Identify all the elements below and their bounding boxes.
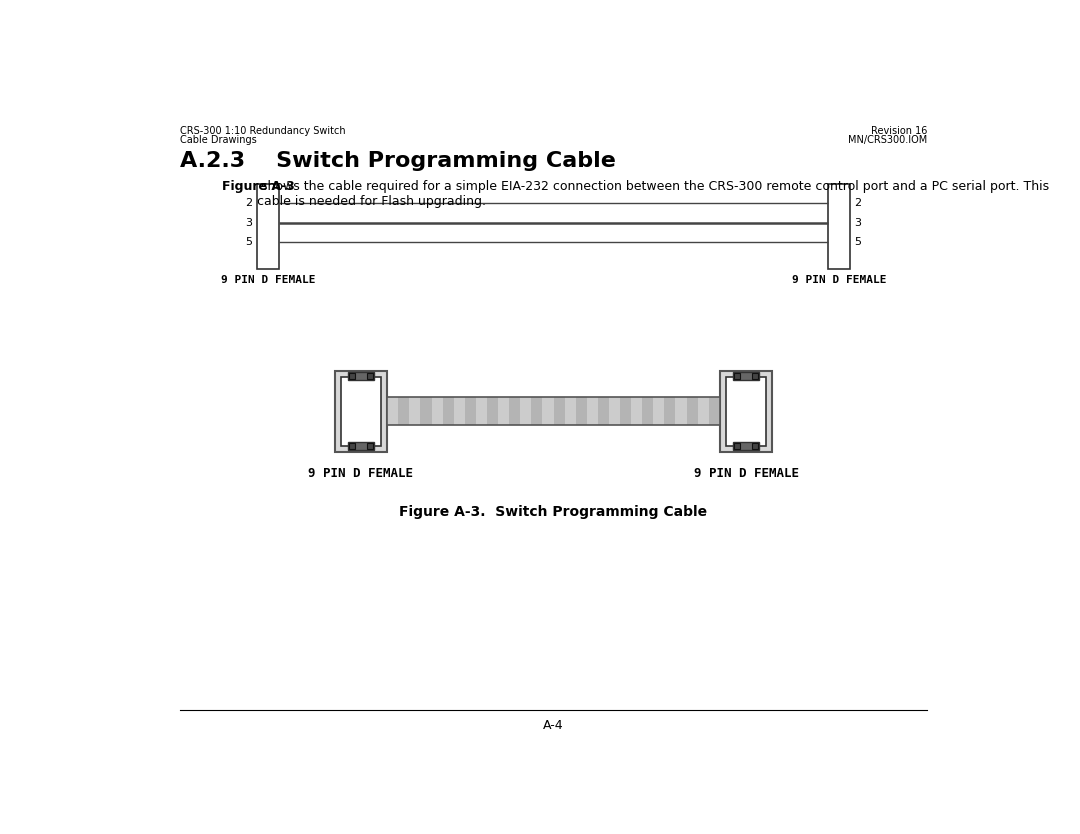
Text: shows the cable required for a simple EIA-232 connection between the CRS-300 rem: shows the cable required for a simple EI…: [257, 180, 1049, 208]
Bar: [443, 397, 454, 425]
Text: Cable Drawings: Cable Drawings: [180, 135, 257, 145]
Bar: [631, 397, 643, 425]
Bar: [521, 397, 531, 425]
Bar: [609, 397, 620, 425]
Bar: [687, 397, 698, 425]
Text: Figure A-3: Figure A-3: [222, 180, 295, 193]
Bar: [367, 373, 373, 379]
Bar: [734, 443, 740, 450]
Text: A.2.3    Switch Programming Cable: A.2.3 Switch Programming Cable: [180, 151, 616, 171]
Bar: [598, 397, 609, 425]
Bar: [664, 397, 675, 425]
Bar: [335, 371, 387, 451]
Bar: [720, 371, 772, 451]
Text: 3: 3: [854, 218, 862, 228]
Bar: [828, 184, 850, 269]
Text: 9 PIN D FEMALE: 9 PIN D FEMALE: [693, 466, 798, 480]
Text: 9 PIN D FEMALE: 9 PIN D FEMALE: [309, 466, 414, 480]
Bar: [620, 397, 631, 425]
Bar: [586, 397, 598, 425]
Bar: [565, 397, 576, 425]
Bar: [487, 397, 498, 425]
Bar: [509, 397, 521, 425]
Text: A-4: A-4: [543, 719, 564, 732]
Bar: [387, 397, 399, 425]
Bar: [476, 397, 487, 425]
Bar: [420, 397, 432, 425]
Bar: [752, 443, 757, 450]
Text: 5: 5: [245, 237, 253, 247]
Bar: [576, 397, 586, 425]
Bar: [498, 397, 509, 425]
Bar: [734, 373, 740, 379]
Bar: [733, 442, 759, 450]
Bar: [675, 397, 687, 425]
Bar: [348, 372, 374, 380]
Text: 2: 2: [854, 198, 862, 208]
Text: 5: 5: [854, 237, 862, 247]
Bar: [733, 372, 759, 380]
Bar: [409, 397, 420, 425]
Text: MN/CRS300.IOM: MN/CRS300.IOM: [848, 135, 927, 145]
Text: CRS-300 1:10 Redundancy Switch: CRS-300 1:10 Redundancy Switch: [180, 126, 346, 136]
Text: 2: 2: [245, 198, 253, 208]
Bar: [708, 397, 720, 425]
Bar: [531, 397, 542, 425]
Bar: [464, 397, 476, 425]
Bar: [387, 397, 719, 425]
Bar: [726, 376, 766, 446]
Bar: [367, 443, 373, 450]
Bar: [432, 397, 443, 425]
Bar: [399, 397, 409, 425]
Bar: [257, 184, 279, 269]
Text: 3: 3: [245, 218, 253, 228]
Text: Revision 16: Revision 16: [870, 126, 927, 136]
Bar: [341, 376, 381, 446]
Bar: [752, 373, 757, 379]
Text: 9 PIN D FEMALE: 9 PIN D FEMALE: [220, 275, 315, 285]
Bar: [653, 397, 664, 425]
Text: 9 PIN D FEMALE: 9 PIN D FEMALE: [792, 275, 887, 285]
Bar: [350, 373, 355, 379]
Bar: [554, 397, 565, 425]
Bar: [698, 397, 708, 425]
Bar: [348, 442, 374, 450]
Bar: [350, 443, 355, 450]
Bar: [454, 397, 464, 425]
Bar: [542, 397, 554, 425]
Bar: [643, 397, 653, 425]
Text: Figure A-3.  Switch Programming Cable: Figure A-3. Switch Programming Cable: [400, 505, 707, 519]
